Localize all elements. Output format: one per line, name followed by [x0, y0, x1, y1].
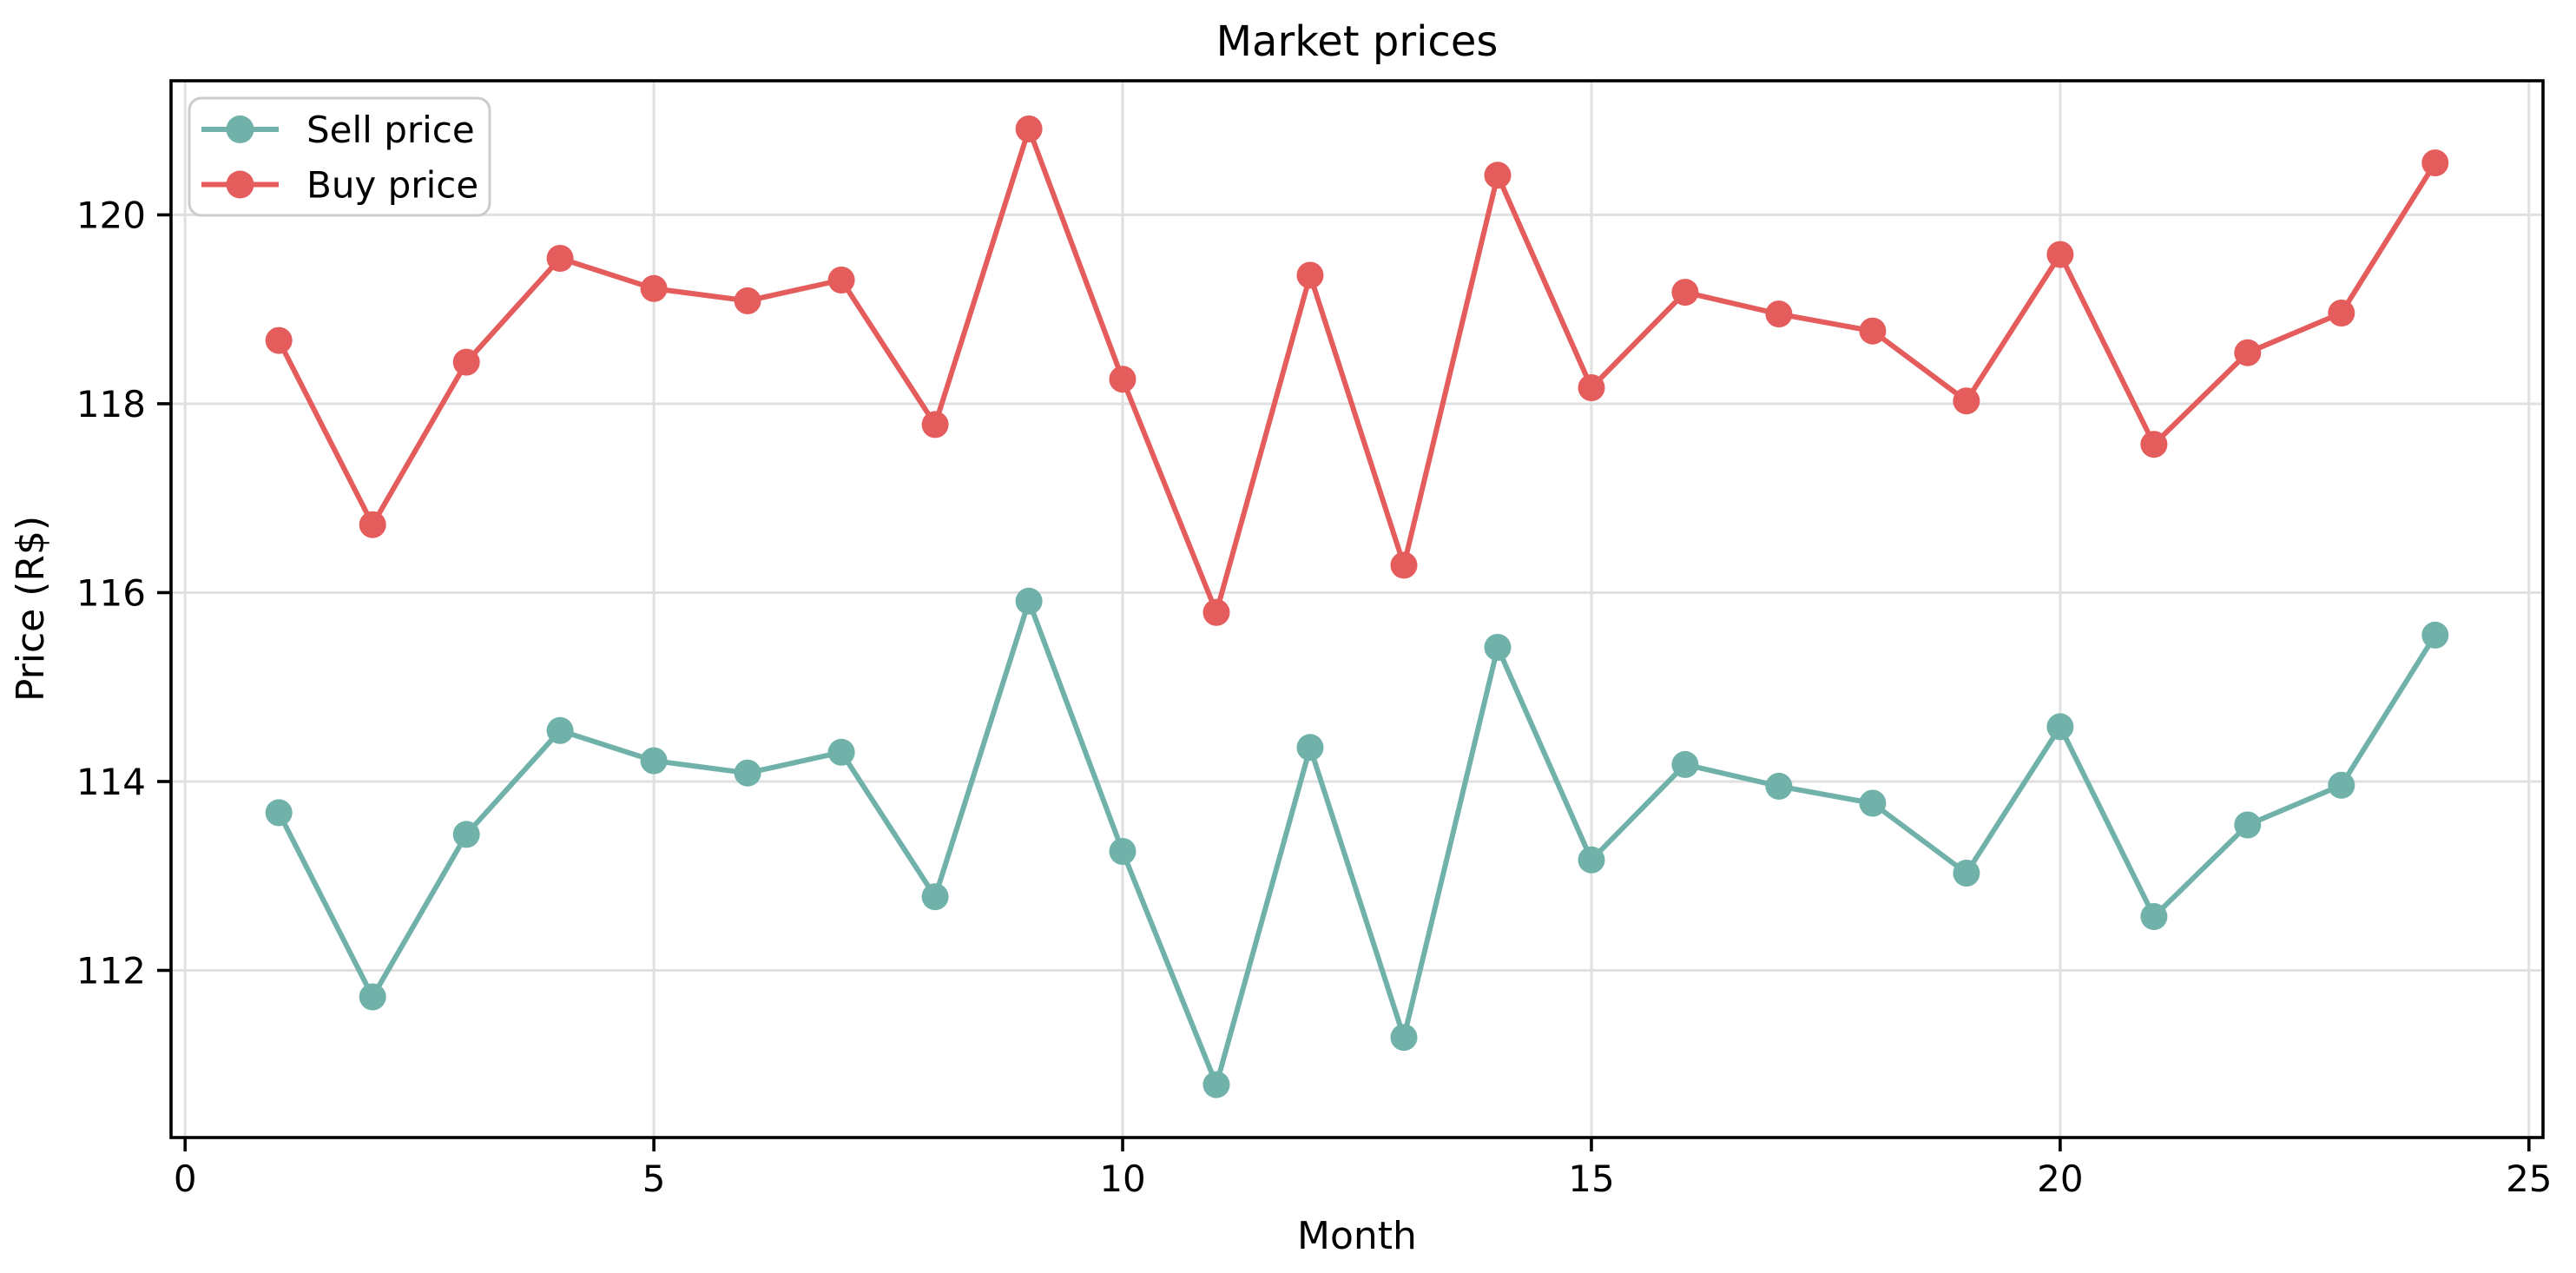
data-point-sell-price — [452, 821, 480, 848]
data-point-buy-price — [265, 326, 293, 354]
y-tick-label: 112 — [76, 949, 146, 992]
legend-label-buy: Buy price — [306, 164, 478, 207]
data-point-sell-price — [2046, 713, 2074, 741]
data-point-sell-price — [1109, 838, 1136, 865]
x-axis-label: Month — [1297, 1214, 1417, 1258]
data-point-sell-price — [1671, 750, 1699, 778]
data-point-buy-price — [640, 274, 668, 302]
legend-label-sell: Sell price — [306, 109, 475, 151]
legend-item-buy-price: Buy price — [201, 164, 478, 207]
y-tick-label: 114 — [76, 761, 146, 803]
x-tick-label: 15 — [1568, 1158, 1614, 1200]
legend-marker-buy — [226, 170, 254, 199]
x-tick-label: 5 — [642, 1158, 666, 1200]
data-point-sell-price — [640, 747, 668, 775]
series-line-buy-price — [276, 126, 2438, 616]
data-point-buy-price — [546, 245, 574, 272]
x-tick-label: 0 — [174, 1158, 197, 1200]
data-point-buy-price — [2328, 300, 2355, 326]
data-point-buy-price — [921, 411, 949, 439]
data-point-buy-price — [1953, 387, 1980, 415]
x-tick-label: 20 — [2037, 1158, 2083, 1200]
data-point-sell-price — [734, 759, 761, 787]
tick-layer: 0 5 10 15 20 25 112 114 116 118 120 — [76, 194, 2553, 1200]
data-point-sell-price — [1296, 734, 1324, 762]
data-point-sell-price — [546, 716, 574, 744]
data-point-sell-price — [1578, 846, 1605, 874]
data-point-buy-price — [2140, 431, 2168, 458]
data-point-sell-price — [2234, 811, 2262, 839]
data-point-buy-price — [1015, 115, 1043, 142]
data-point-buy-price — [1202, 598, 1230, 626]
spine-layer — [169, 79, 2545, 1139]
data-point-sell-price — [1484, 634, 1512, 661]
y-tick-label: 116 — [76, 571, 146, 614]
data-point-sell-price — [921, 883, 949, 911]
chart-title: Market prices — [1216, 17, 1499, 66]
series-layer — [265, 115, 2449, 1098]
data-point-sell-price — [1202, 1071, 1230, 1098]
data-point-buy-price — [1671, 279, 1699, 307]
data-point-sell-price — [827, 738, 855, 766]
legend-item-sell-price: Sell price — [201, 109, 475, 151]
data-point-buy-price — [1859, 317, 1887, 345]
data-point-buy-price — [452, 348, 480, 376]
series-line-sell-price — [276, 598, 2438, 1088]
data-point-sell-price — [1859, 789, 1887, 817]
data-point-sell-price — [1953, 860, 1980, 887]
data-point-sell-price — [1015, 587, 1043, 615]
x-tick-label: 25 — [2506, 1158, 2552, 1200]
data-point-sell-price — [1390, 1024, 1418, 1052]
data-point-buy-price — [1765, 300, 1793, 328]
data-point-buy-price — [1390, 551, 1418, 579]
data-point-buy-price — [2421, 149, 2449, 177]
plot-border — [169, 79, 2545, 1139]
data-point-buy-price — [734, 287, 761, 314]
legend-marker-sell — [226, 115, 254, 143]
data-point-buy-price — [827, 267, 855, 294]
data-point-sell-price — [359, 983, 386, 1011]
legend: Sell price Buy price — [188, 96, 491, 217]
data-point-buy-price — [1109, 366, 1136, 393]
data-point-sell-price — [2328, 771, 2355, 799]
y-axis-label: Price (R$) — [9, 516, 53, 702]
data-point-sell-price — [1765, 772, 1793, 800]
x-tick-label: 10 — [1099, 1158, 1145, 1200]
data-point-buy-price — [1578, 374, 1605, 401]
grid-layer — [171, 81, 2543, 1138]
y-tick-label: 118 — [76, 383, 146, 425]
data-point-sell-price — [2421, 621, 2449, 649]
data-point-sell-price — [2140, 903, 2168, 930]
data-point-buy-price — [359, 511, 386, 538]
data-point-buy-price — [1296, 261, 1324, 289]
data-point-buy-price — [2234, 339, 2262, 366]
data-point-buy-price — [1484, 162, 1512, 189]
data-point-buy-price — [2046, 241, 2074, 268]
data-point-sell-price — [265, 799, 293, 827]
y-tick-label: 120 — [76, 194, 146, 236]
